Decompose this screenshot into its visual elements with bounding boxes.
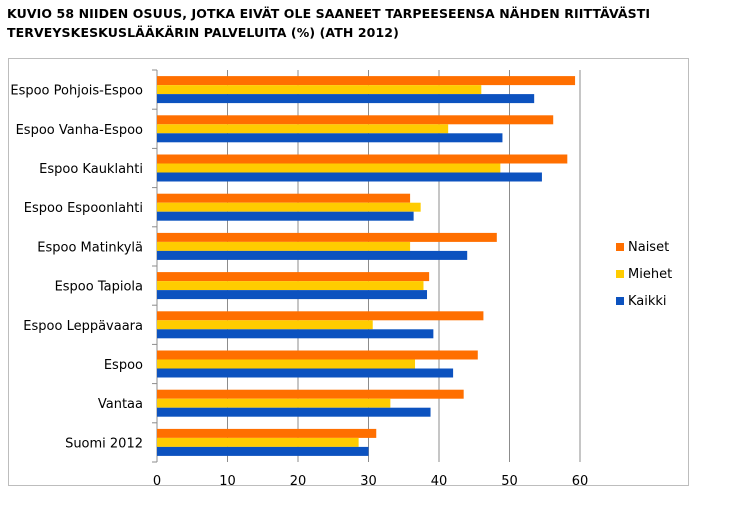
bar-kaikki-espoo-espoonlahti bbox=[157, 211, 414, 221]
category-label-vantaa: Vantaa bbox=[98, 397, 143, 412]
legend-swatch-naiset bbox=[616, 243, 624, 251]
bar-kaikki-espoo-tapiola bbox=[157, 290, 428, 300]
chart-title: KUVIO 58 NIIDEN OSUUS, JOTKA EIVÄT OLE S… bbox=[7, 6, 651, 40]
category-label-espoo-matinkyl: Espoo Matinkylä bbox=[37, 240, 143, 255]
bar-naiset-espoo-matinkyl bbox=[157, 232, 497, 242]
bar-miehet-espoo-lepp-vaara bbox=[157, 320, 373, 330]
bar-miehet-espoo-kauklahti bbox=[157, 163, 501, 173]
bar-naiset-espoo-espoonlahti bbox=[157, 193, 411, 203]
bar-naiset-espoo bbox=[157, 350, 478, 360]
bar-naiset-espoo-lepp-vaara bbox=[157, 311, 484, 321]
bar-miehet-espoo bbox=[157, 359, 416, 369]
bar-kaikki-espoo-kauklahti bbox=[157, 172, 542, 182]
bar-naiset-espoo-vanha-espoo bbox=[157, 115, 554, 125]
bar-naiset-espoo-pohjois-espoo bbox=[157, 76, 576, 86]
x-tick-label-0: 0 bbox=[153, 474, 161, 489]
category-label-espoo-espoonlahti: Espoo Espoonlahti bbox=[24, 201, 143, 216]
bar-kaikki-espoo-lepp-vaara bbox=[157, 329, 434, 339]
legend-label-miehet: Miehet bbox=[628, 267, 672, 282]
bar-miehet-vantaa bbox=[157, 398, 391, 408]
x-tick-label-60: 60 bbox=[572, 474, 589, 489]
x-tick-label-10: 10 bbox=[219, 474, 236, 489]
legend-swatch-kaikki bbox=[616, 297, 624, 305]
category-label-espoo-tapiola: Espoo Tapiola bbox=[55, 280, 143, 295]
bar-kaikki-espoo-matinkyl bbox=[157, 250, 468, 260]
bar-miehet-espoo-vanha-espoo bbox=[157, 124, 449, 134]
x-tick-label-40: 40 bbox=[431, 474, 448, 489]
category-label-espoo: Espoo bbox=[104, 358, 143, 373]
bar-naiset-espoo-tapiola bbox=[157, 272, 430, 282]
bar-naiset-vantaa bbox=[157, 389, 464, 399]
bar-miehet-espoo-matinkyl bbox=[157, 241, 411, 251]
bar-kaikki-vantaa bbox=[157, 407, 431, 417]
category-label-espoo-lepp-vaara: Espoo Leppävaara bbox=[23, 319, 143, 334]
legend-label-naiset: Naiset bbox=[628, 240, 669, 255]
bar-kaikki-suomi-2012 bbox=[157, 446, 369, 456]
x-tick-label-20: 20 bbox=[290, 474, 307, 489]
bar-naiset-espoo-kauklahti bbox=[157, 154, 568, 164]
category-label-espoo-kauklahti: Espoo Kauklahti bbox=[39, 162, 143, 177]
legend-label-kaikki: Kaikki bbox=[628, 294, 667, 309]
bar-kaikki-espoo bbox=[157, 368, 454, 378]
bar-miehet-espoo-espoonlahti bbox=[157, 202, 421, 212]
bar-miehet-espoo-tapiola bbox=[157, 281, 424, 291]
x-tick-label-30: 30 bbox=[360, 474, 377, 489]
legend-swatch-miehet bbox=[616, 270, 624, 278]
bar-naiset-suomi-2012 bbox=[157, 428, 377, 438]
bar-miehet-espoo-pohjois-espoo bbox=[157, 85, 482, 95]
bar-kaikki-espoo-pohjois-espoo bbox=[157, 94, 535, 104]
category-label-espoo-pohjois-espoo: Espoo Pohjois-Espoo bbox=[10, 84, 143, 99]
category-label-suomi-2012: Suomi 2012 bbox=[65, 436, 143, 451]
x-tick-label-50: 50 bbox=[501, 474, 518, 489]
category-label-espoo-vanha-espoo: Espoo Vanha-Espoo bbox=[16, 123, 143, 138]
bar-kaikki-espoo-vanha-espoo bbox=[157, 133, 503, 143]
bar-miehet-suomi-2012 bbox=[157, 437, 359, 447]
